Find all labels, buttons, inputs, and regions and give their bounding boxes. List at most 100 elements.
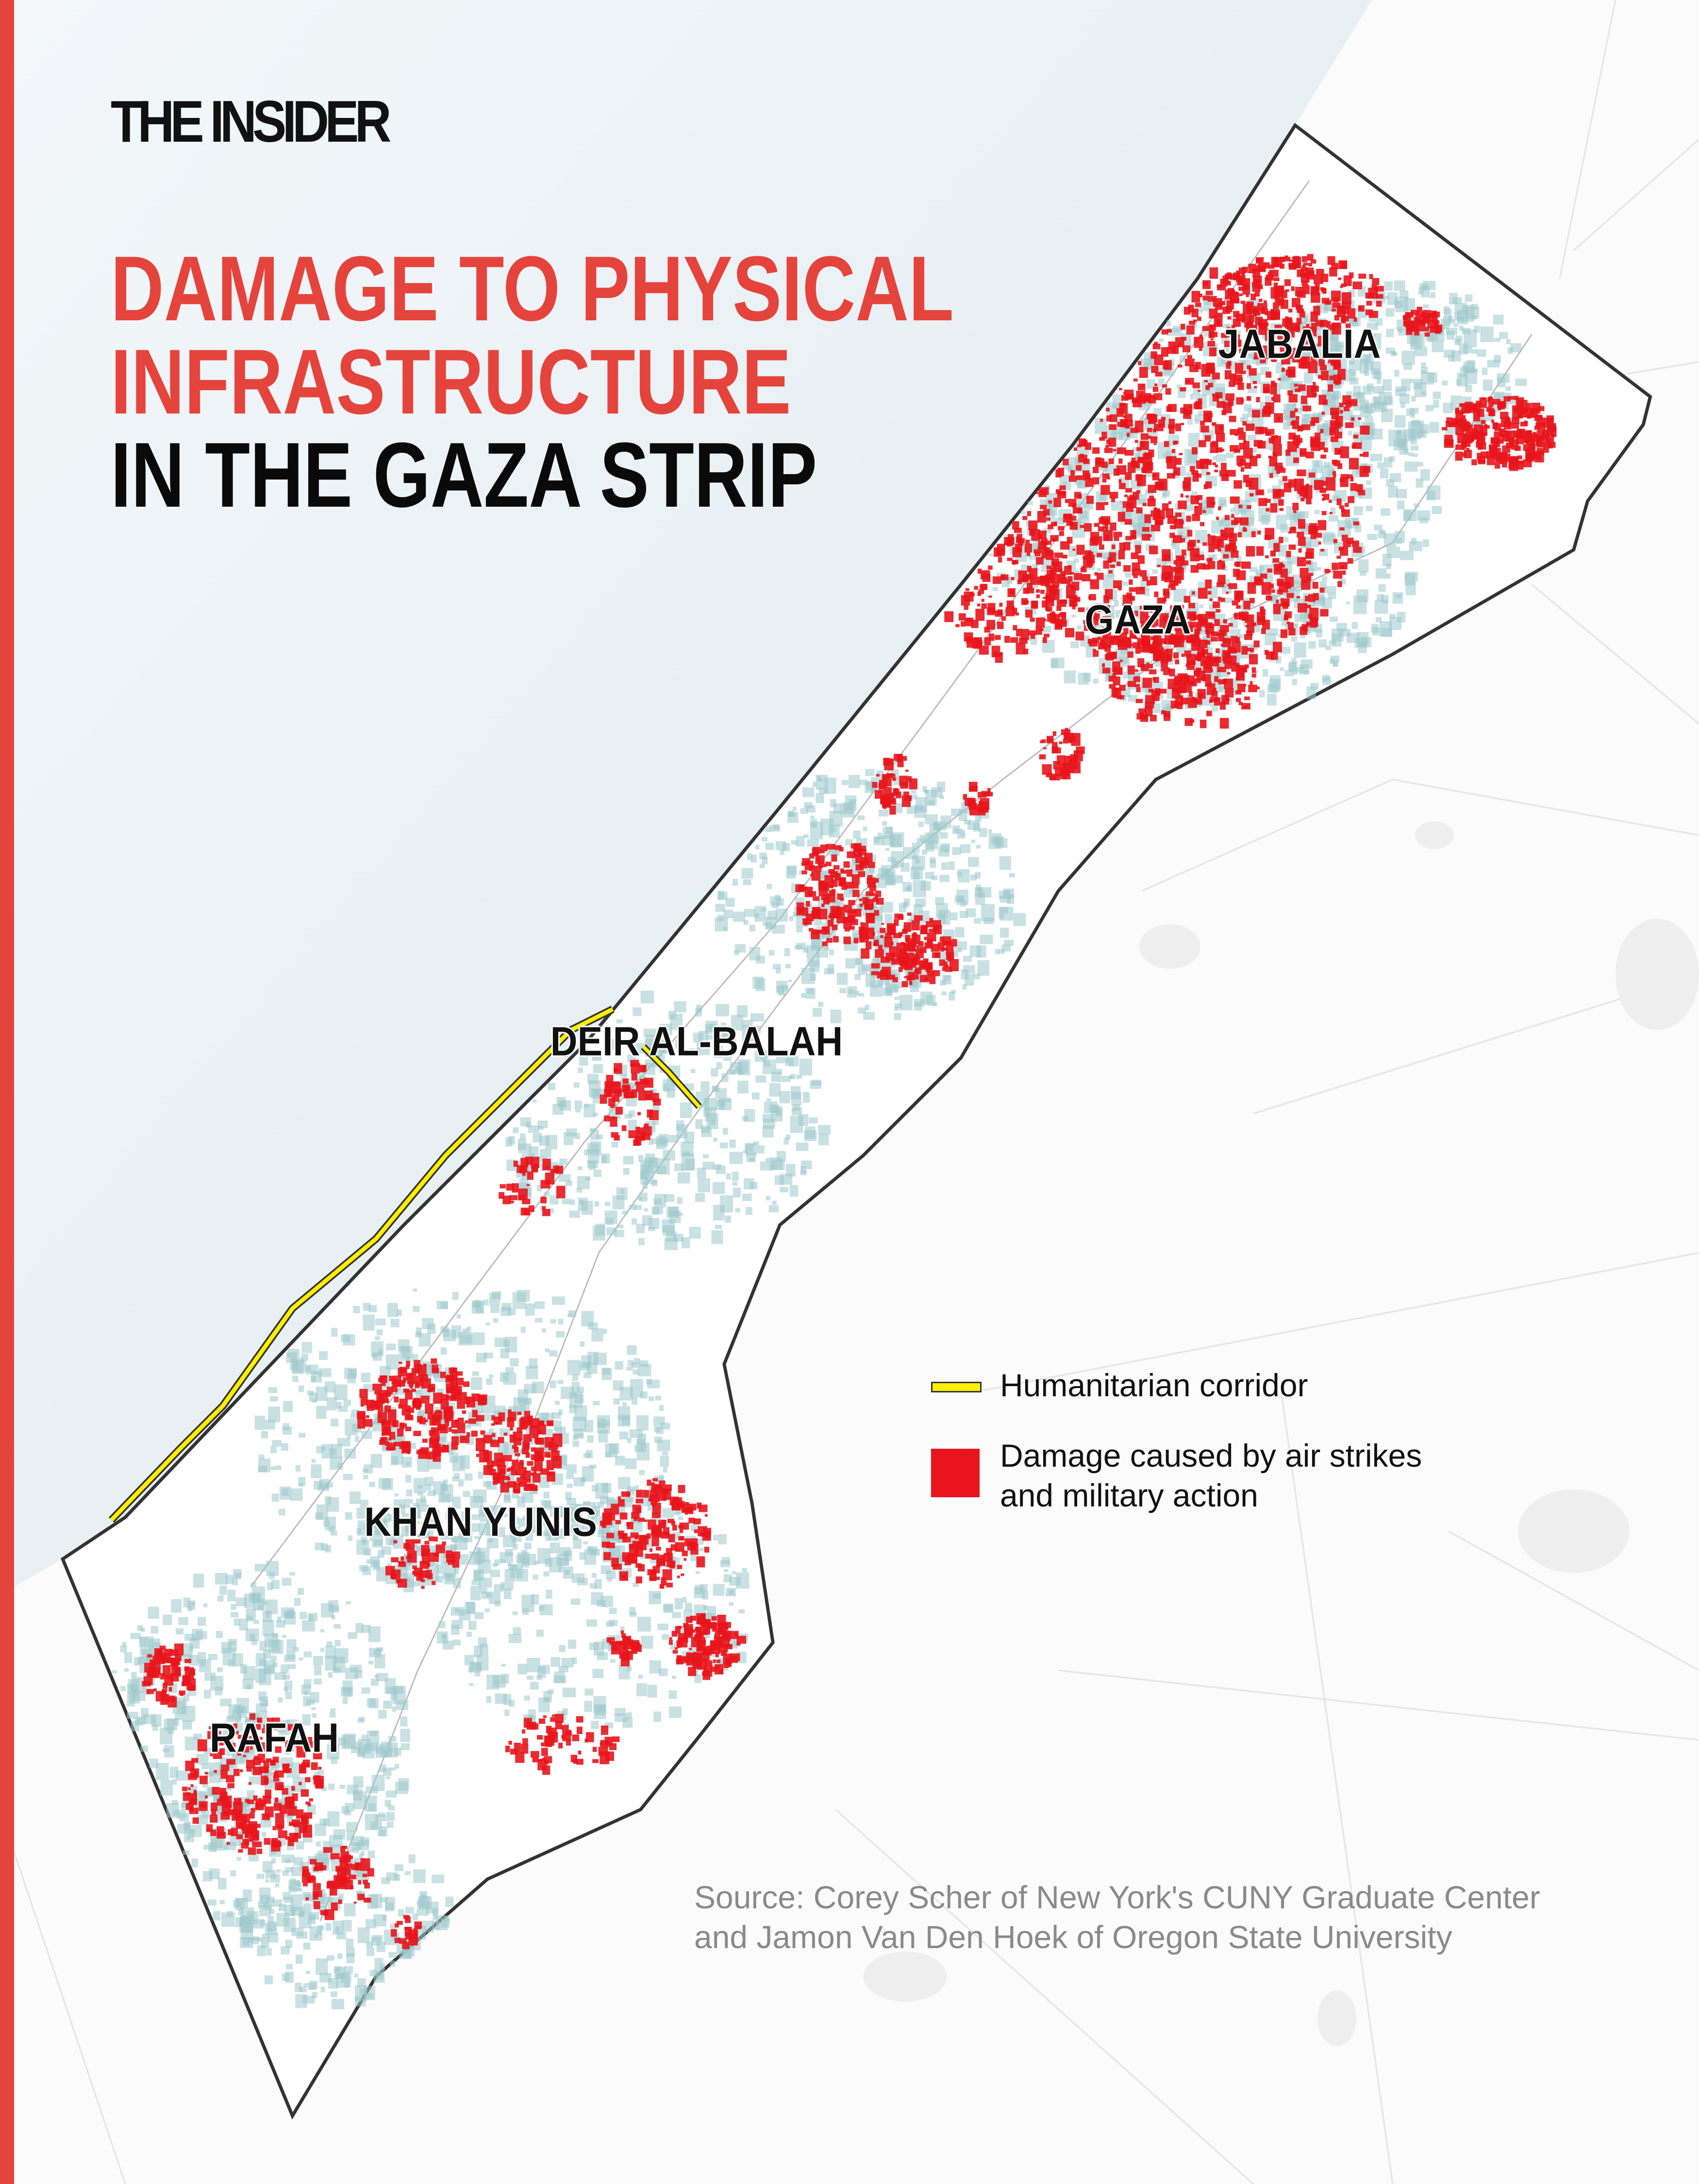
damage-mark xyxy=(1224,515,1230,520)
damage-mark xyxy=(1181,324,1185,330)
building-mark xyxy=(292,1360,306,1373)
damage-mark xyxy=(1235,594,1240,600)
damage-mark xyxy=(1141,467,1147,473)
building-mark xyxy=(817,776,821,782)
building-mark xyxy=(517,1663,527,1675)
building-mark xyxy=(339,1785,346,1789)
building-mark xyxy=(874,837,880,843)
building-mark xyxy=(771,1159,785,1170)
building-mark xyxy=(364,1985,375,2001)
damage-mark xyxy=(1266,508,1270,512)
building-mark xyxy=(1218,699,1223,703)
damage-mark xyxy=(1152,387,1159,392)
building-mark xyxy=(760,1161,773,1171)
building-mark xyxy=(591,1573,597,1578)
damage-mark xyxy=(1293,457,1299,463)
building-mark xyxy=(1427,485,1441,500)
building-mark xyxy=(1188,432,1200,447)
building-mark xyxy=(639,1470,645,1475)
damage-mark xyxy=(1296,438,1303,443)
damage-mark xyxy=(1141,384,1144,387)
building-mark xyxy=(670,1082,675,1088)
damage-mark xyxy=(1126,432,1130,437)
building-mark xyxy=(1367,533,1377,540)
damage-mark xyxy=(1099,517,1104,524)
building-mark xyxy=(276,1620,285,1628)
building-mark xyxy=(653,1711,661,1722)
damage-mark xyxy=(1068,498,1077,507)
building-mark xyxy=(773,824,780,830)
damage-mark xyxy=(1516,397,1524,408)
building-mark xyxy=(417,1491,423,1496)
building-mark xyxy=(733,1187,741,1198)
building-mark xyxy=(286,1649,296,1660)
building-mark xyxy=(267,1730,273,1736)
building-mark xyxy=(584,1104,589,1108)
building-mark xyxy=(1252,448,1257,453)
building-mark xyxy=(303,1903,312,1913)
damage-mark xyxy=(1087,554,1095,563)
damage-mark xyxy=(1298,519,1305,529)
building-mark xyxy=(632,1218,637,1225)
building-mark xyxy=(572,1440,579,1447)
building-mark xyxy=(575,1109,581,1112)
damage-mark xyxy=(1271,589,1275,593)
building-mark xyxy=(717,892,728,900)
building-mark xyxy=(869,867,875,873)
building-mark xyxy=(935,897,944,905)
damage-mark xyxy=(1266,595,1271,600)
building-mark xyxy=(1132,447,1137,451)
building-mark xyxy=(525,1531,533,1541)
building-mark xyxy=(713,1205,725,1221)
building-mark xyxy=(374,1675,379,1678)
building-mark xyxy=(336,1973,350,1988)
building-mark xyxy=(1385,347,1395,354)
damage-mark xyxy=(1290,421,1295,426)
building-mark xyxy=(408,1854,416,1864)
building-mark xyxy=(298,1477,306,1487)
building-mark xyxy=(376,1647,383,1652)
building-mark xyxy=(824,946,829,950)
building-mark xyxy=(672,1612,682,1619)
building-mark xyxy=(813,1008,822,1017)
building-mark xyxy=(749,947,761,960)
building-mark xyxy=(690,1069,696,1074)
damage-mark xyxy=(1267,568,1273,573)
damage-mark xyxy=(1216,516,1219,520)
building-mark xyxy=(124,1668,129,1672)
damage-mark xyxy=(1503,453,1511,460)
building-mark xyxy=(672,1675,676,1679)
building-mark xyxy=(836,901,841,905)
building-mark xyxy=(493,1318,499,1323)
building-mark xyxy=(315,1542,325,1551)
building-mark xyxy=(314,1823,326,1836)
building-mark xyxy=(674,1511,681,1516)
building-mark xyxy=(336,1402,342,1409)
building-mark xyxy=(865,1005,869,1010)
building-mark xyxy=(361,1687,370,1694)
building-mark xyxy=(660,1423,670,1430)
building-mark xyxy=(977,960,990,976)
building-mark xyxy=(1242,414,1249,421)
building-mark xyxy=(620,1626,625,1631)
building-mark xyxy=(227,1787,232,1791)
building-mark xyxy=(1252,415,1264,429)
building-mark xyxy=(801,968,815,984)
building-mark xyxy=(584,1177,591,1181)
damage-mark xyxy=(1353,546,1362,553)
building-mark xyxy=(348,1535,352,1541)
damage-mark xyxy=(1279,536,1283,544)
damage-mark xyxy=(1294,383,1298,387)
building-mark xyxy=(291,1866,301,1876)
building-mark xyxy=(401,1456,412,1468)
damage-mark xyxy=(1129,587,1137,592)
building-mark xyxy=(723,1569,729,1572)
building-mark xyxy=(455,1608,460,1613)
damage-mark xyxy=(1403,315,1411,325)
building-mark xyxy=(565,1506,575,1521)
damage-mark xyxy=(1150,436,1158,444)
building-mark xyxy=(734,944,746,953)
building-mark xyxy=(922,786,927,793)
damage-mark xyxy=(1286,621,1290,624)
building-mark xyxy=(390,1960,396,1967)
